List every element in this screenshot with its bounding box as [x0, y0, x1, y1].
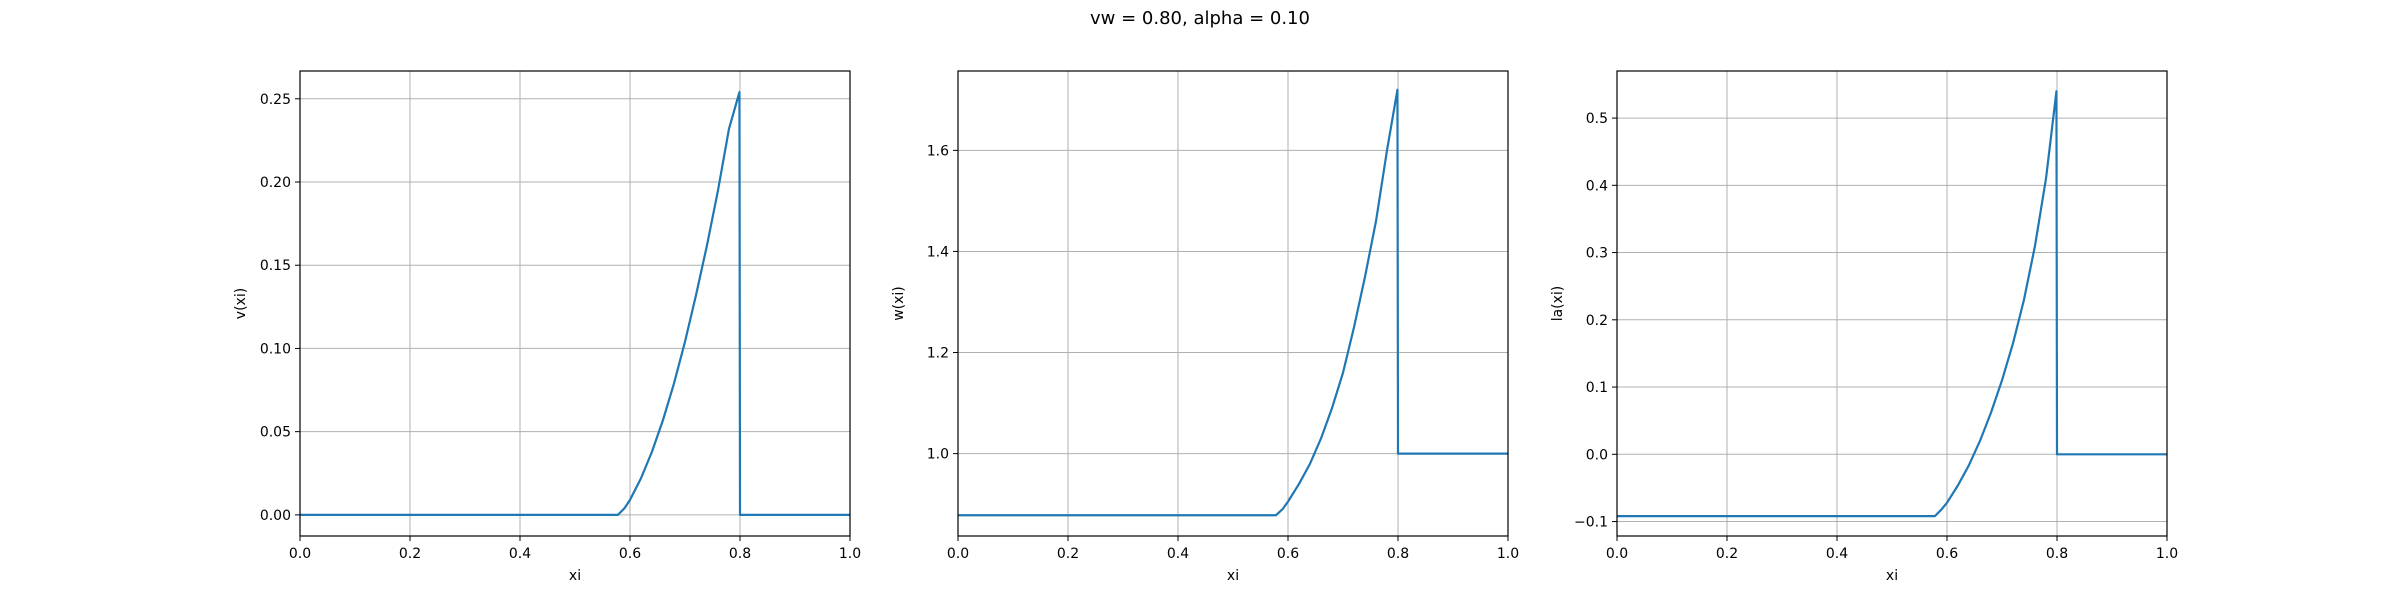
y-tick-label: 0.2: [1586, 313, 1608, 329]
x-tick-label: 1.0: [839, 546, 861, 562]
series-line-0: [958, 88, 1508, 517]
y-tick-label: −0.1: [1574, 515, 1608, 531]
x-tick-label: 0.0: [289, 546, 311, 562]
x-tick-label: 1.0: [1497, 546, 1519, 562]
x-tick-label: 0.4: [1167, 546, 1189, 562]
axes-frame: [1616, 70, 2168, 537]
y-tick-label: 0.15: [260, 258, 291, 274]
x-axis-label: xi: [1227, 568, 1239, 584]
chart-panel-3: 0.0 0.2 0.4 0.6 0.8 1.0 −0.1 0.0 0.1 0.2 0.3 0.4 0.5…: [1550, 70, 2178, 584]
x-axis-label: xi: [569, 568, 581, 584]
x-tick-label: 0.6: [1936, 546, 1958, 562]
x-tick-label: 0.8: [2046, 546, 2068, 562]
y-tick-label: 1.6: [927, 143, 949, 159]
x-tick-label: 0.2: [1716, 546, 1738, 562]
x-tick-label: 0.6: [619, 546, 641, 562]
y-tick-label: 0.00: [260, 508, 291, 524]
axes-frame: [957, 70, 1509, 537]
y-tick-label: 1.0: [927, 447, 949, 463]
y-axis-label: v(xi): [233, 288, 249, 319]
y-tick-label: 0.05: [260, 425, 291, 441]
x-axis-label: xi: [1886, 568, 1898, 584]
y-tick-label: 0.10: [260, 341, 291, 357]
y-tick-label: 0.25: [260, 92, 291, 108]
y-tick-label: 1.4: [927, 244, 949, 260]
x-tick-label: 0.6: [1277, 546, 1299, 562]
y-tick-label: 0.3: [1586, 246, 1608, 262]
x-tick-label: 0.0: [1606, 546, 1628, 562]
y-tick-label: 0.20: [260, 175, 291, 191]
chart-panel-2: 0.0 0.2 0.4 0.6 0.8 1.0 1.0 1.2 1.4 1.6 xi w(xi): [891, 70, 1519, 584]
x-tick-label: 0.0: [947, 546, 969, 562]
y-tick-label: 0.4: [1586, 178, 1608, 194]
chart-panel-1: 0.0 0.2 0.4 0.6 0.8 1.0 0.00 0.05 0.10 0.15 0.20 0.…: [233, 70, 861, 584]
y-tick-label: 0.5: [1586, 111, 1608, 127]
y-axis-label: w(xi): [891, 286, 907, 321]
figure-title: vw = 0.80, alpha = 0.10: [1090, 8, 1310, 29]
axes-frame: [299, 70, 851, 537]
y-tick-label: 0.0: [1586, 447, 1608, 463]
x-tick-label: 0.2: [1057, 546, 1079, 562]
x-tick-label: 0.8: [1387, 546, 1409, 562]
x-tick-label: 0.4: [509, 546, 531, 562]
series-line-0: [300, 91, 850, 516]
series-line-0: [1617, 90, 2167, 518]
x-tick-label: 0.8: [729, 546, 751, 562]
y-tick-label: 1.2: [927, 346, 949, 362]
x-tick-label: 0.4: [1826, 546, 1848, 562]
x-tick-label: 0.2: [399, 546, 421, 562]
y-axis-label: la(xi): [1550, 286, 1566, 322]
y-tick-label: 0.1: [1586, 380, 1608, 396]
x-tick-label: 1.0: [2156, 546, 2178, 562]
